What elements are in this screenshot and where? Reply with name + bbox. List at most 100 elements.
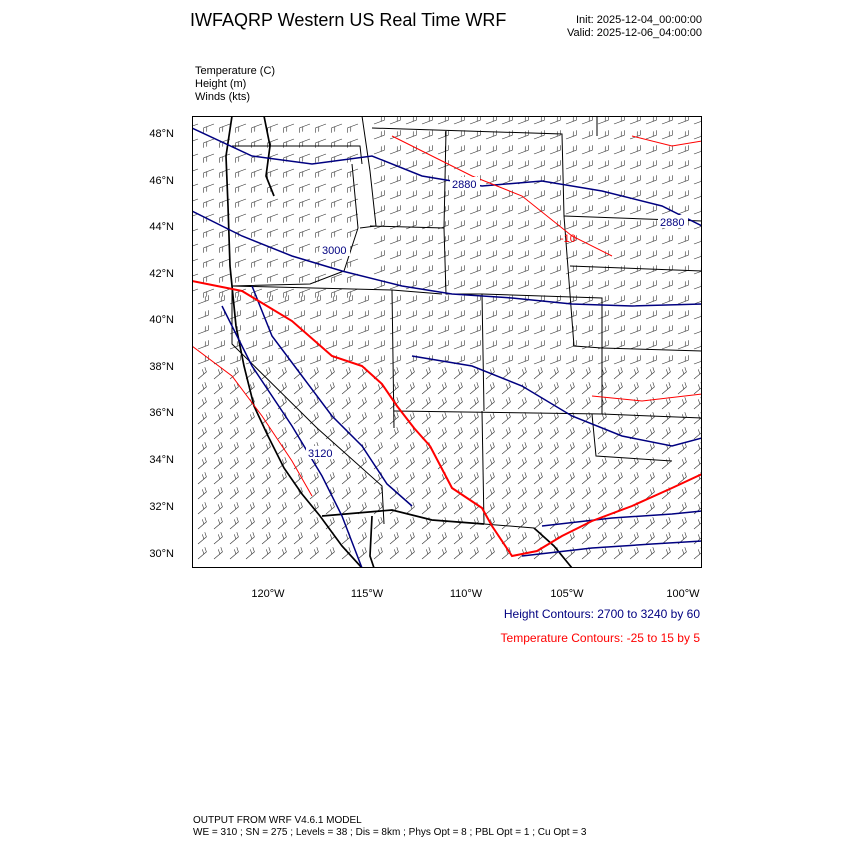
wind-barb	[533, 190, 545, 200]
wind-barb	[629, 487, 639, 500]
wind-barb	[581, 355, 593, 365]
longitude-label: 115°W	[350, 588, 384, 600]
wind-barb	[357, 412, 367, 425]
wind-barb	[213, 517, 223, 530]
wind-barb	[533, 397, 543, 410]
wind-barb	[501, 457, 511, 470]
wind-barb	[565, 397, 575, 410]
wind-barb	[549, 235, 561, 245]
wind-barb	[299, 153, 311, 163]
wind-barb	[315, 183, 327, 193]
wind-barb	[213, 355, 225, 365]
wind-barb	[453, 532, 463, 545]
wind-barb	[549, 367, 559, 380]
wind-barb	[485, 220, 497, 230]
wind-barb	[389, 457, 399, 470]
wind-barb	[629, 547, 639, 560]
wind-barb	[405, 427, 415, 440]
wind-barb	[613, 517, 623, 530]
wind-barb	[389, 295, 401, 305]
wind-barb	[485, 325, 497, 335]
wind-barb	[331, 183, 343, 193]
wind-barb	[357, 487, 367, 500]
wind-barb	[661, 175, 673, 185]
wind-barb	[389, 205, 401, 215]
wind-barb	[203, 168, 215, 178]
wind-barb	[235, 168, 247, 178]
wind-barb	[469, 412, 479, 425]
wind-barb	[373, 265, 385, 275]
wind-barb	[469, 325, 481, 335]
wind-barb	[309, 367, 319, 380]
wind-barb	[661, 532, 671, 545]
wind-barb	[453, 367, 463, 380]
wind-barb	[645, 382, 655, 395]
wind-barb	[421, 382, 431, 395]
wind-barb	[485, 355, 497, 365]
wind-barb	[235, 213, 247, 223]
wind-barb	[533, 325, 545, 335]
wind-barb	[549, 382, 559, 395]
wind-barb	[645, 160, 657, 170]
wind-barb	[645, 487, 655, 500]
wind-barb	[613, 457, 623, 470]
wind-barb	[341, 442, 351, 455]
wind-barb	[453, 397, 463, 410]
wind-barb	[677, 457, 687, 470]
wind-barb	[629, 205, 641, 215]
wind-barb	[613, 382, 623, 395]
wind-barb	[533, 412, 543, 425]
height-contour-3060-east	[411, 355, 703, 447]
wind-barb	[485, 442, 495, 455]
wind-barb	[629, 340, 641, 350]
wind-barb	[581, 325, 593, 335]
wind-barb	[517, 427, 527, 440]
wind-barb	[469, 160, 481, 170]
wind-barb	[629, 145, 641, 155]
wind-barb	[347, 168, 359, 178]
wind-barb	[373, 295, 385, 305]
wind-barb	[373, 355, 385, 365]
wind-barb	[645, 205, 657, 215]
wind-barb	[245, 517, 255, 530]
wind-barb	[469, 340, 481, 350]
wind-barb	[485, 502, 495, 515]
wind-barb	[501, 517, 511, 530]
wind-barb	[645, 250, 657, 260]
wind-barb	[197, 340, 209, 350]
wind-barb	[597, 325, 609, 335]
wind-barb	[661, 367, 671, 380]
wind-barb	[235, 153, 247, 163]
wind-barb	[549, 280, 561, 290]
wind-barb	[677, 280, 689, 290]
wind-barb	[453, 472, 463, 485]
wind-barb	[517, 472, 527, 485]
wind-barb	[437, 325, 449, 335]
wind-barb	[661, 310, 673, 320]
wind-barb	[389, 532, 399, 545]
wind-barb	[219, 243, 231, 253]
wind-barb	[661, 340, 673, 350]
wind-barb	[597, 205, 609, 215]
wind-barb	[405, 532, 415, 545]
wind-barb	[677, 547, 687, 560]
map-svg: 2880 2880 3000 3120 -10	[187, 115, 705, 569]
wind-barb	[613, 427, 623, 440]
wind-barb	[293, 442, 303, 455]
wind-barb	[213, 427, 223, 440]
wind-barb	[197, 310, 209, 320]
wind-barb	[517, 280, 529, 290]
height-contour-3000	[191, 210, 703, 307]
wind-barb	[325, 310, 337, 320]
wind-barb	[533, 427, 543, 440]
wind-barb	[661, 427, 671, 440]
wind-barb	[501, 340, 513, 350]
wind-barb	[315, 213, 327, 223]
wind-barb	[485, 160, 497, 170]
wind-barb	[469, 220, 481, 230]
wind-barb	[517, 265, 529, 275]
state-line-az-nm	[481, 410, 485, 525]
wind-barb	[245, 487, 255, 500]
wind-barb	[389, 340, 401, 350]
model-config-label: WE = 310 ; SN = 275 ; Levels = 38 ; Dis …	[193, 827, 587, 838]
